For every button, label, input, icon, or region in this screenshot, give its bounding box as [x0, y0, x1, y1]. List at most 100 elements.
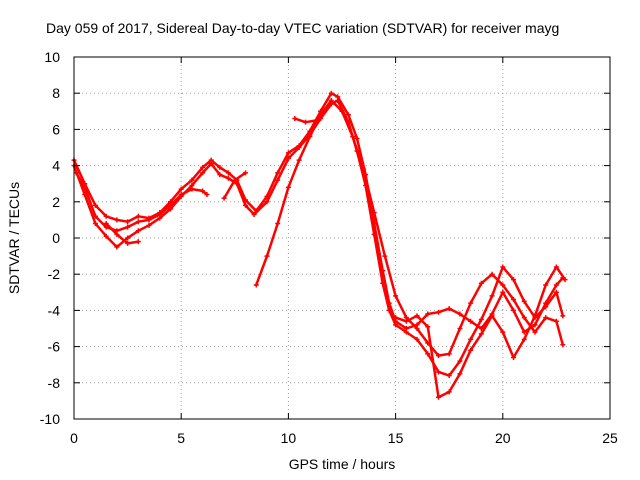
- data-point: [125, 235, 131, 241]
- data-point: [478, 326, 484, 331]
- data-point: [125, 240, 131, 246]
- data-point: [511, 297, 517, 303]
- y-tick-label: -2: [48, 266, 61, 282]
- data-point: [500, 289, 506, 295]
- data-point: [135, 213, 141, 219]
- y-tick-label: 4: [52, 158, 60, 174]
- data-point: [478, 316, 484, 322]
- data-point: [553, 264, 559, 270]
- data-point: [560, 342, 566, 348]
- data-point: [318, 112, 324, 118]
- data-point: [350, 134, 356, 140]
- data-point: [313, 117, 319, 123]
- data-point: [521, 315, 527, 321]
- y-tick-label: -4: [48, 302, 61, 318]
- series-trace-3: [74, 171, 209, 233]
- data-point: [200, 188, 206, 194]
- x-tick-label: 5: [177, 430, 185, 446]
- data-point: [478, 331, 484, 337]
- data-point: [225, 175, 231, 181]
- data-point: [435, 353, 441, 359]
- data-point: [457, 371, 463, 377]
- data-point: [382, 253, 388, 259]
- data-point: [264, 199, 270, 205]
- y-axis-label: SDTVAR / TECUs: [6, 182, 22, 294]
- data-point: [560, 313, 566, 319]
- data-point: [435, 394, 441, 400]
- data-point: [217, 164, 223, 170]
- data-point: [200, 164, 206, 170]
- data-point: [103, 233, 109, 239]
- data-point: [178, 186, 184, 192]
- data-point: [189, 186, 195, 192]
- data-point: [403, 318, 409, 324]
- data-point: [371, 210, 377, 216]
- data-point: [553, 282, 559, 288]
- data-point: [489, 293, 495, 299]
- data-point: [562, 277, 568, 283]
- data-point: [511, 354, 517, 360]
- data-point: [521, 298, 527, 304]
- data-point: [135, 239, 141, 245]
- data-point: [553, 289, 559, 295]
- data-point: [208, 161, 214, 167]
- data-point: [296, 145, 302, 150]
- data-point: [468, 336, 474, 342]
- data-point: [468, 318, 474, 324]
- y-tick-label: 2: [52, 194, 60, 210]
- data-point: [478, 280, 484, 286]
- data-point: [446, 389, 452, 395]
- data-point: [285, 184, 291, 190]
- data-point: [489, 271, 495, 277]
- data-point: [146, 217, 152, 223]
- y-tick-label: 6: [52, 121, 60, 137]
- data-point: [146, 222, 152, 228]
- data-point: [264, 253, 270, 259]
- y-tick-label: -6: [48, 339, 61, 355]
- data-point: [380, 280, 386, 286]
- series-trace-4: [104, 222, 140, 245]
- data-point: [285, 155, 291, 161]
- chart-title: Day 059 of 2017, Sidereal Day-to-day VTE…: [46, 20, 559, 36]
- data-point: [468, 347, 474, 353]
- data-point: [414, 326, 420, 331]
- data-point: [225, 170, 231, 176]
- data-point: [457, 326, 463, 331]
- data-point: [468, 300, 474, 306]
- data-point: [386, 307, 392, 313]
- data-point: [92, 213, 98, 219]
- data-point: [204, 192, 210, 198]
- data-point: [135, 228, 141, 234]
- data-point: [532, 313, 538, 319]
- data-point: [178, 192, 184, 198]
- data-point: [500, 264, 506, 270]
- data-point: [393, 315, 399, 321]
- data-point: [253, 282, 259, 288]
- x-tick-label: 20: [495, 430, 511, 446]
- data-point: [200, 170, 206, 176]
- data-point: [335, 97, 341, 103]
- data-point: [243, 170, 249, 176]
- data-point: [103, 213, 109, 219]
- data-point: [328, 97, 334, 103]
- data-point: [157, 211, 163, 217]
- data-point: [307, 134, 313, 140]
- data-point: [251, 211, 257, 217]
- data-point: [167, 202, 173, 208]
- data-point: [360, 166, 366, 172]
- data-point: [125, 219, 131, 225]
- data-point: [532, 322, 538, 328]
- grid: [74, 57, 610, 419]
- data-point: [92, 202, 98, 208]
- data-point: [457, 358, 463, 364]
- data-point: [425, 351, 431, 357]
- data-point: [521, 329, 527, 335]
- data-point: [234, 181, 240, 187]
- data-point: [446, 351, 452, 357]
- series-trace-2: [72, 99, 565, 377]
- data-point: [457, 311, 463, 317]
- x-tick-label: 25: [602, 430, 618, 446]
- data-point: [292, 116, 298, 122]
- y-tick-label: -8: [48, 375, 61, 391]
